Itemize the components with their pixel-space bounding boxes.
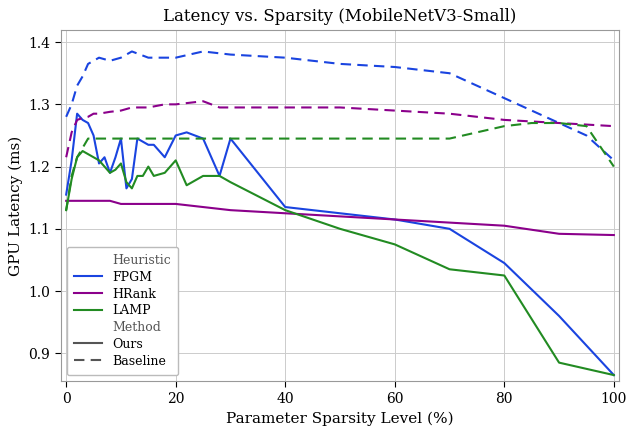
X-axis label: Parameter Sparsity Level (%): Parameter Sparsity Level (%) — [226, 411, 454, 426]
Title: Latency vs. Sparsity (MobileNetV3-Small): Latency vs. Sparsity (MobileNetV3-Small) — [163, 8, 516, 25]
Y-axis label: GPU Latency (ms): GPU Latency (ms) — [8, 135, 23, 276]
Legend: Heuristic, FPGM, HRank, LAMP, Method, Ours, Baseline: Heuristic, FPGM, HRank, LAMP, Method, Ou… — [67, 247, 178, 375]
